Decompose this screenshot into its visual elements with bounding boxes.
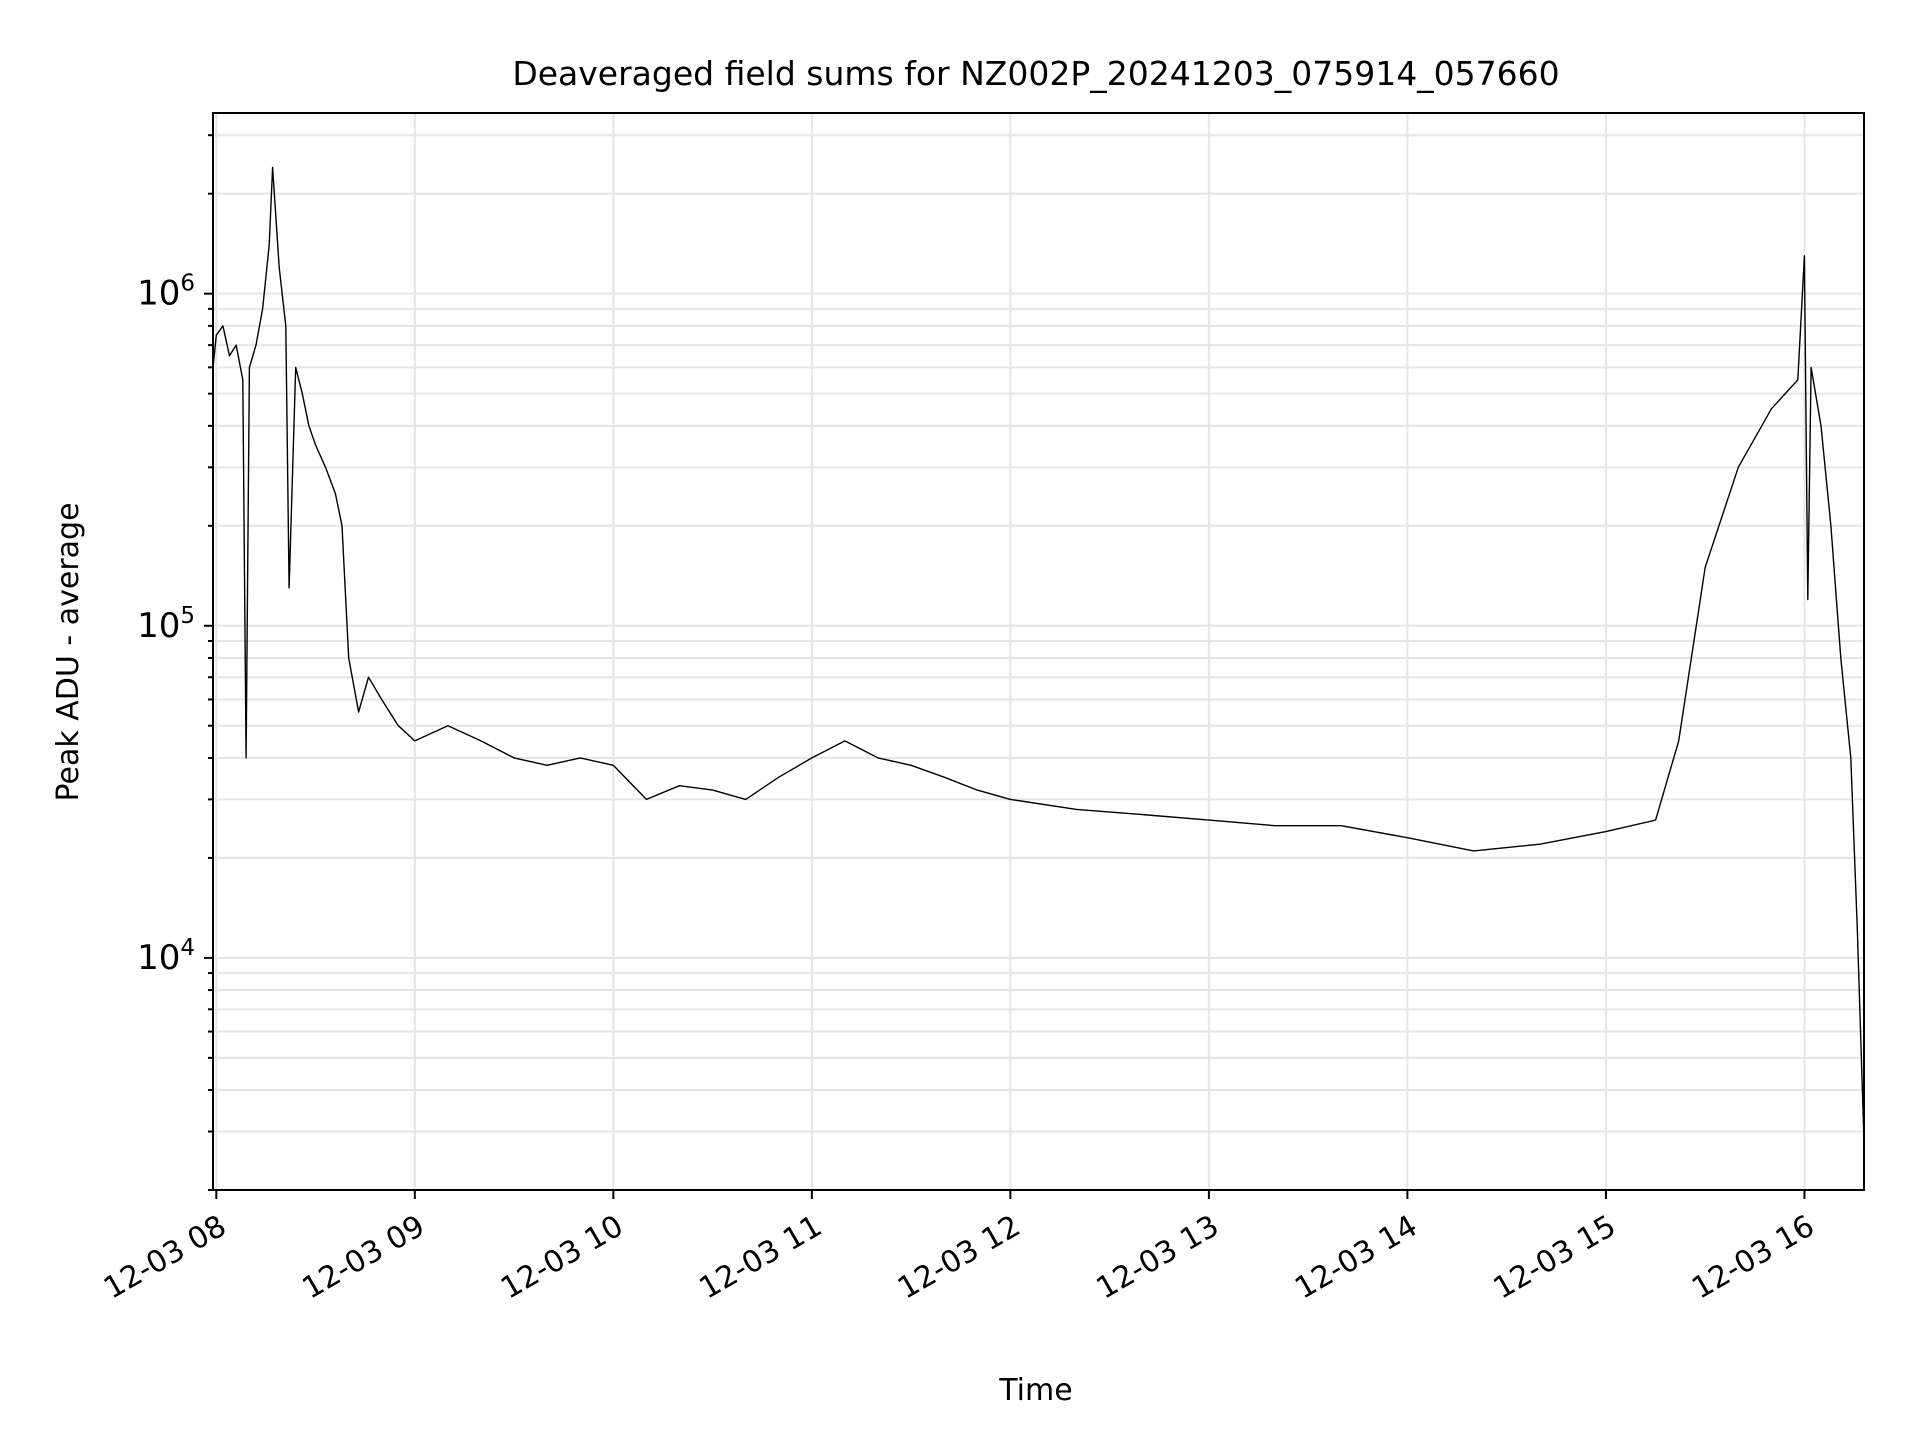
plot-frame	[212, 112, 1865, 1191]
y-tick-label: 106	[137, 271, 195, 314]
series-line	[212, 166, 1865, 1142]
y-axis-label: Peak ADU - average	[51, 502, 86, 801]
x-axis-label: Time	[998, 1373, 1072, 1408]
chart-title: Deaveraged field sums for NZ002P_2024120…	[512, 54, 1559, 93]
grid	[213, 113, 1864, 1191]
y-tick-label: 105	[137, 603, 195, 646]
y-tick-label: 104	[137, 935, 195, 978]
series-group	[212, 166, 1865, 1142]
y-axis: 104 105 106	[137, 134, 213, 1191]
